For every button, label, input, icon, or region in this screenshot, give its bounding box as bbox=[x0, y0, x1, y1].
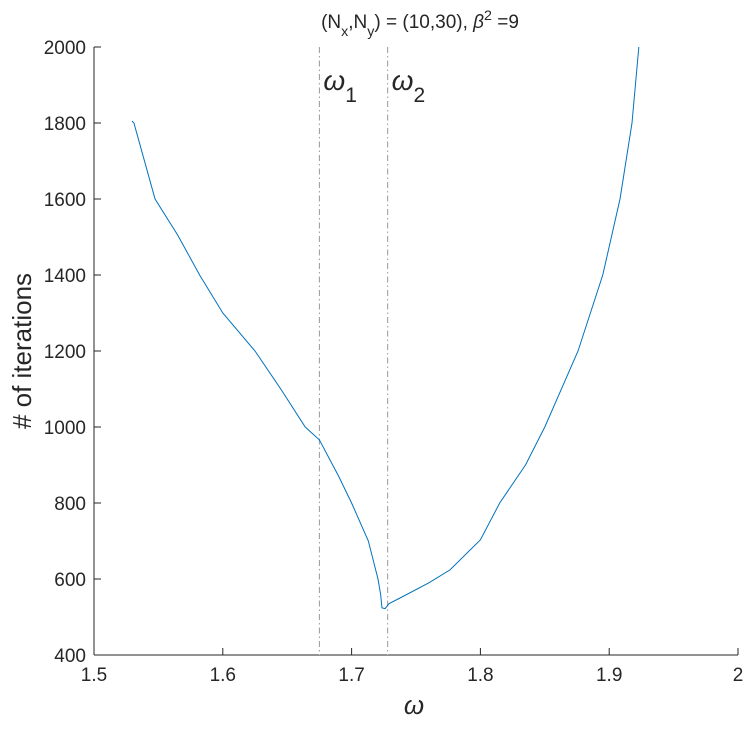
y-tick-label: 1200 bbox=[44, 342, 86, 363]
y-tick-label: 600 bbox=[54, 570, 86, 591]
text-part: =9 bbox=[492, 12, 519, 33]
text-part: (N bbox=[321, 12, 341, 33]
text-part: ) = (10,30), bbox=[374, 12, 473, 33]
y-tick-label: 2000 bbox=[44, 38, 86, 59]
annotation-label: ω2 bbox=[392, 65, 426, 107]
y-tick-label: 800 bbox=[54, 494, 86, 515]
text-part: 2 bbox=[413, 84, 425, 107]
annotation-label: ω1 bbox=[323, 65, 357, 107]
text-part: ,N bbox=[348, 12, 367, 33]
y-tick-label: 1800 bbox=[44, 114, 86, 135]
x-tick-label: 1.9 bbox=[596, 665, 622, 686]
y-tick-label: 1000 bbox=[44, 418, 86, 439]
text-part: ω bbox=[323, 65, 345, 96]
x-axis-label: ω bbox=[404, 690, 424, 720]
data-line bbox=[131, 47, 640, 610]
y-tick-label: 1400 bbox=[44, 266, 86, 287]
x-tick-label: 1.6 bbox=[210, 665, 236, 686]
chart-title: (Nx,Ny) = (10,30), β2 =9 bbox=[321, 8, 519, 40]
x-tick-label: 1.5 bbox=[81, 665, 107, 686]
text-part: ω bbox=[392, 65, 414, 96]
text-part: 1 bbox=[345, 84, 357, 107]
y-tick-label: 1600 bbox=[44, 190, 86, 211]
text-part: x bbox=[341, 24, 348, 40]
y-axis-label: # of iterations bbox=[7, 273, 37, 429]
text-part: y bbox=[367, 24, 375, 40]
text-part: 2 bbox=[484, 8, 492, 24]
x-tick-label: 1.8 bbox=[467, 665, 493, 686]
y-tick-label: 400 bbox=[54, 646, 86, 667]
x-tick-label: 2 bbox=[733, 665, 744, 686]
text-part: β bbox=[472, 12, 484, 33]
x-tick-label: 1.7 bbox=[338, 665, 364, 686]
